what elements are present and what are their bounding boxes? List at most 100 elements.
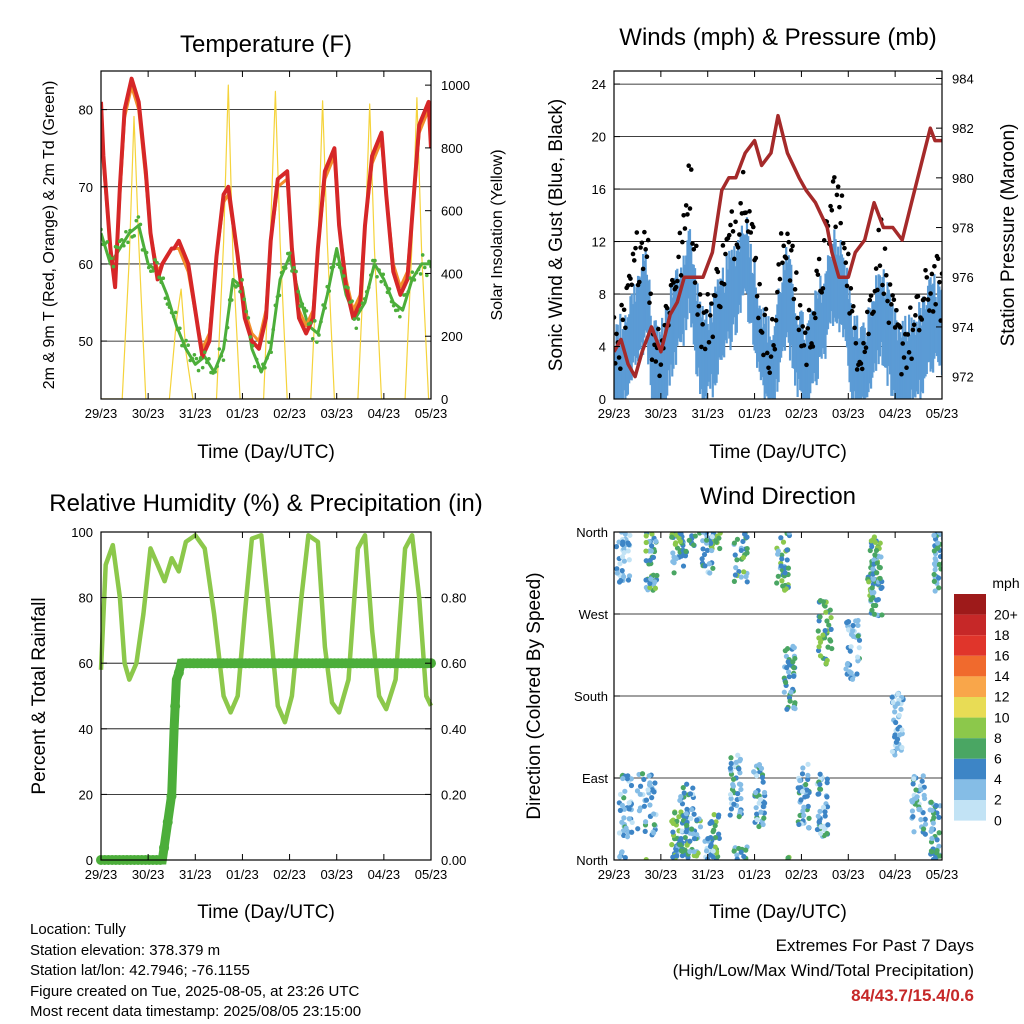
direction-point — [738, 849, 744, 855]
dewpoint-point — [126, 240, 130, 245]
dewpoint-point — [354, 326, 359, 331]
gust-point — [913, 313, 918, 318]
precip-line — [101, 658, 431, 865]
temperature-y2label: Solar Insolation (Yellow) — [489, 149, 506, 320]
gust-point — [891, 297, 897, 302]
dewpoint-point — [163, 296, 168, 301]
gust-point — [649, 357, 655, 362]
gust-point — [621, 307, 627, 313]
direction-point — [704, 547, 711, 553]
direction-point — [870, 602, 877, 609]
direction-point — [621, 815, 627, 821]
direction-point — [895, 701, 901, 707]
gust-point — [838, 220, 843, 226]
direction-point — [647, 557, 653, 563]
y-tick-label: 12 — [592, 235, 606, 250]
dewpoint-point — [136, 215, 141, 219]
dewpoint-point — [200, 365, 205, 370]
gust-point — [834, 192, 840, 198]
wind-direction-marks — [614, 532, 947, 860]
y2-tick-label: 0.40 — [441, 722, 466, 737]
x-tick-label: 01/23 — [226, 406, 259, 421]
direction-point — [703, 537, 710, 543]
legend-label: 14 — [994, 668, 1010, 684]
direction-point — [918, 817, 924, 823]
gust-point — [723, 251, 728, 257]
direction-point — [797, 777, 803, 784]
x-tick-label: 01/23 — [738, 867, 771, 882]
direction-point — [621, 549, 627, 556]
gust-point — [929, 271, 935, 277]
temperature-frame — [100, 70, 432, 400]
dewpoint-point — [327, 289, 332, 293]
dewpoint-point — [271, 327, 276, 332]
direction-point — [669, 534, 675, 540]
direction-point — [642, 828, 648, 834]
direction-point — [868, 538, 874, 544]
direction-point — [784, 557, 790, 563]
gust-point — [900, 341, 906, 346]
direction-point — [738, 547, 744, 554]
direction-point — [731, 801, 737, 807]
x-tick-label: 05/23 — [926, 406, 959, 421]
humidity-panel: Relative Humidity (%) & Precipitation (i… — [29, 490, 483, 923]
dewpoint-point — [404, 292, 408, 297]
gust-point — [614, 331, 619, 337]
direction-point — [645, 787, 651, 793]
direction-point — [942, 580, 947, 585]
gust-point — [875, 287, 880, 293]
gust-point — [843, 260, 849, 266]
dewpoint-point — [302, 306, 307, 311]
y2-tick-label: 978 — [952, 221, 974, 236]
gust-point — [853, 340, 859, 346]
x-tick-label: 04/23 — [368, 867, 401, 882]
x-tick-label: 31/23 — [179, 406, 212, 421]
x-tick-label: 29/23 — [598, 867, 631, 882]
dewpoint-point — [198, 356, 203, 360]
direction-point — [937, 853, 942, 859]
gust-point — [685, 212, 690, 217]
direction-point — [678, 835, 684, 842]
legend-label: 12 — [994, 689, 1010, 705]
direction-point — [815, 647, 822, 654]
gust-point — [910, 327, 916, 333]
dewpoint-point — [425, 273, 429, 278]
direction-point — [654, 572, 660, 579]
gust-point — [640, 266, 646, 272]
direction-point — [929, 807, 935, 813]
gust-point — [839, 193, 845, 198]
gust-point — [775, 289, 780, 295]
dewpoint-point — [406, 290, 410, 294]
direction-point — [928, 828, 934, 834]
direction-point — [784, 706, 790, 712]
direction-point — [616, 830, 623, 836]
direction-point — [817, 614, 823, 620]
direction-point — [624, 834, 631, 840]
gust-point — [792, 287, 798, 292]
gust-point — [904, 365, 909, 370]
dewpoint-point — [273, 303, 278, 308]
direction-point — [646, 782, 653, 788]
legend-label: 20+ — [994, 606, 1018, 622]
direction-point — [896, 712, 902, 718]
direction-point — [932, 855, 939, 860]
direction-point — [617, 807, 623, 813]
dewpoint-point — [427, 259, 431, 264]
direction-point — [814, 826, 821, 833]
direction-point — [817, 653, 824, 659]
direction-point — [691, 811, 697, 817]
direction-point — [899, 727, 905, 733]
dewpoint-point — [111, 264, 116, 269]
y2-tick-label: 0.20 — [441, 787, 466, 802]
dewpoint-point — [356, 317, 361, 321]
direction-point — [761, 815, 767, 821]
direction-point — [871, 611, 877, 617]
dewpoint-point — [173, 310, 178, 315]
direction-point — [856, 637, 863, 643]
dewpoint-point — [300, 302, 305, 306]
y2-tick-label: 0 — [441, 392, 448, 407]
dewpoint-point — [325, 284, 330, 289]
direction-point — [775, 551, 781, 557]
legend-label: 8 — [994, 730, 1002, 746]
direction-point — [732, 572, 739, 578]
